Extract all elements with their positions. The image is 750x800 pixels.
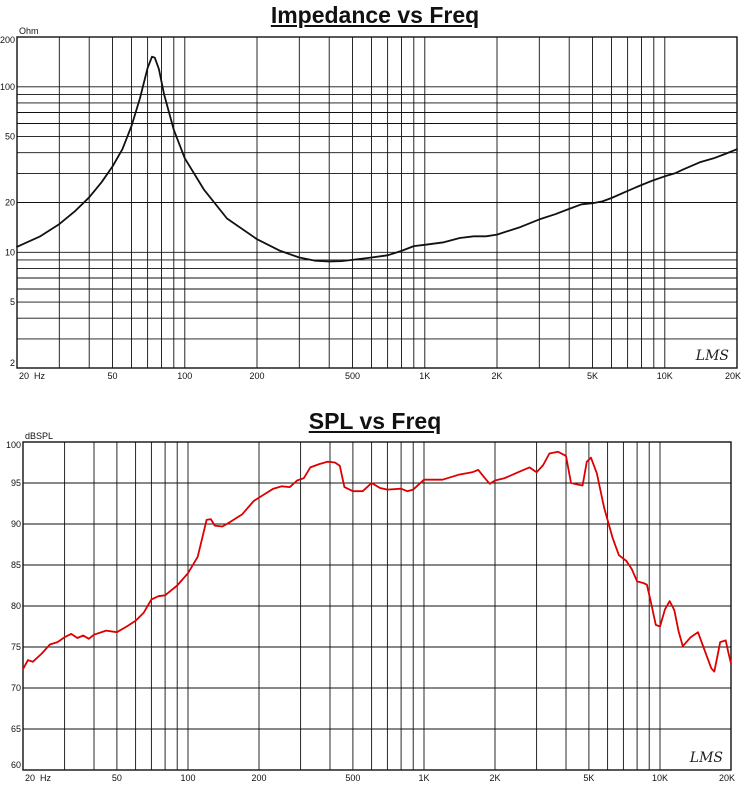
- y-axis: 100 95 90 85 80 75 70 65 60: [6, 440, 21, 770]
- x-tick-label: 200: [249, 371, 264, 381]
- y-axis-label: dBSPL: [25, 431, 53, 441]
- y-tick-label: 200: [0, 35, 15, 45]
- x-tick-label: 5K: [587, 371, 598, 381]
- grid: [16, 37, 738, 368]
- y-tick-label: 60: [11, 760, 21, 770]
- x-tick-label: 20K: [725, 371, 741, 381]
- impedance-chart-title: Impedance vs Freq: [270, 2, 480, 28]
- y-tick-label: 95: [11, 478, 21, 488]
- x-tick-label: 50: [107, 371, 117, 381]
- lms-watermark: LMS: [695, 348, 729, 364]
- x-tick-label: 500: [345, 773, 360, 783]
- x-tick-label: 100: [177, 371, 192, 381]
- x-tick-label: 500: [345, 371, 360, 381]
- y-tick-label: 90: [11, 519, 21, 529]
- y-tick-label: 100: [0, 82, 15, 92]
- x-tick-label: 20K: [719, 773, 735, 783]
- x-axis: 20 Hz 50 100 200 500 1K 2K 5K 10K 20K: [25, 773, 735, 783]
- impedance-chart: 200 100 50 20 10 5 2 Ohm 20 Hz 50 100 200 500 1K 2K 5K 1…: [0, 26, 741, 381]
- y-tick-label: 85: [11, 560, 21, 570]
- x-tick-label: 20 Hz: [25, 773, 52, 783]
- spl-chart-title: SPL vs Freq: [308, 408, 442, 434]
- grid: [22, 442, 732, 770]
- series-line: [16, 55, 738, 263]
- x-tick-label: 20 Hz: [19, 371, 46, 381]
- y-tick-label: 50: [5, 132, 15, 142]
- x-tick-label: 50: [112, 773, 122, 783]
- x-tick-label: 1K: [418, 773, 429, 783]
- y-tick-label: 2: [10, 358, 15, 368]
- y-tick-label: 5: [10, 297, 15, 307]
- y-tick-label: 70: [11, 683, 21, 693]
- x-tick-label: 10K: [652, 773, 668, 783]
- x-tick-label: 100: [180, 773, 195, 783]
- x-axis: 20 Hz 50 100 200 500 1K 2K 5K 10K 20K: [19, 371, 741, 381]
- x-tick-label: 1K: [419, 371, 430, 381]
- y-tick-label: 80: [11, 601, 21, 611]
- y-tick-label: 10: [5, 247, 15, 257]
- y-tick-label: 75: [11, 642, 21, 652]
- x-tick-label: 2K: [489, 773, 500, 783]
- x-tick-label: 200: [251, 773, 266, 783]
- y-tick-label: 20: [5, 198, 15, 208]
- y-axis: 200 100 50 20 10 5 2: [0, 35, 15, 368]
- y-axis-label: Ohm: [19, 26, 39, 36]
- x-tick-label: 5K: [583, 773, 594, 783]
- lms-watermark: LMS: [689, 750, 723, 766]
- x-tick-label: 10K: [657, 371, 673, 381]
- plot-frame: [16, 36, 738, 369]
- plot-frame: [22, 441, 732, 771]
- y-tick-label: 100: [6, 440, 21, 450]
- series-line: [22, 450, 732, 673]
- x-tick-label: 2K: [491, 371, 502, 381]
- y-tick-label: 65: [11, 724, 21, 734]
